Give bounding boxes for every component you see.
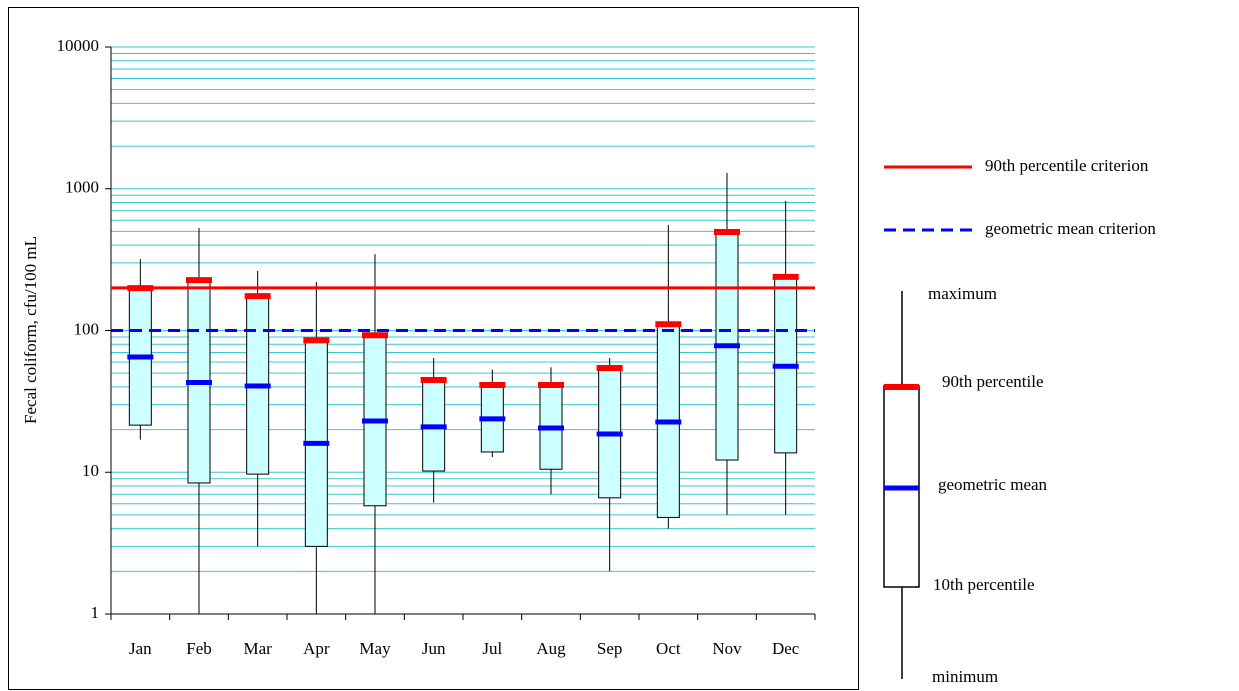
x-tick-label: Mar: [244, 639, 273, 658]
x-tick-label: Jul: [482, 639, 502, 658]
box-legend-label: maximum: [928, 284, 997, 303]
chart-frame: [8, 7, 859, 690]
y-tick-label: 10000: [57, 36, 100, 55]
x-tick-label: Oct: [656, 639, 681, 658]
x-tick-label: Aug: [536, 639, 566, 658]
box-legend-label: 10th percentile: [933, 575, 1035, 594]
box-legend-label: minimum: [932, 667, 998, 686]
x-tick-label: Apr: [303, 639, 330, 658]
y-tick-label: 10: [82, 461, 99, 480]
x-tick-label: Jun: [422, 639, 446, 658]
box-legend-label: geometric mean: [938, 475, 1048, 494]
x-tick-label: Jan: [129, 639, 152, 658]
x-tick-label: May: [359, 639, 391, 658]
y-tick-label: 100: [74, 319, 100, 338]
y-tick-label: 1: [91, 603, 100, 622]
box-legend-label: 90th percentile: [942, 372, 1044, 391]
legend-label: geometric mean criterion: [985, 219, 1156, 238]
legend-label: 90th percentile criterion: [985, 156, 1149, 175]
x-tick-label: Nov: [712, 639, 742, 658]
x-tick-label: Dec: [772, 639, 800, 658]
y-axis-label: Fecal coliform, cfu/100 mL: [21, 236, 40, 424]
x-tick-label: Feb: [186, 639, 212, 658]
x-tick-label: Sep: [597, 639, 623, 658]
y-tick-label: 1000: [65, 178, 99, 197]
